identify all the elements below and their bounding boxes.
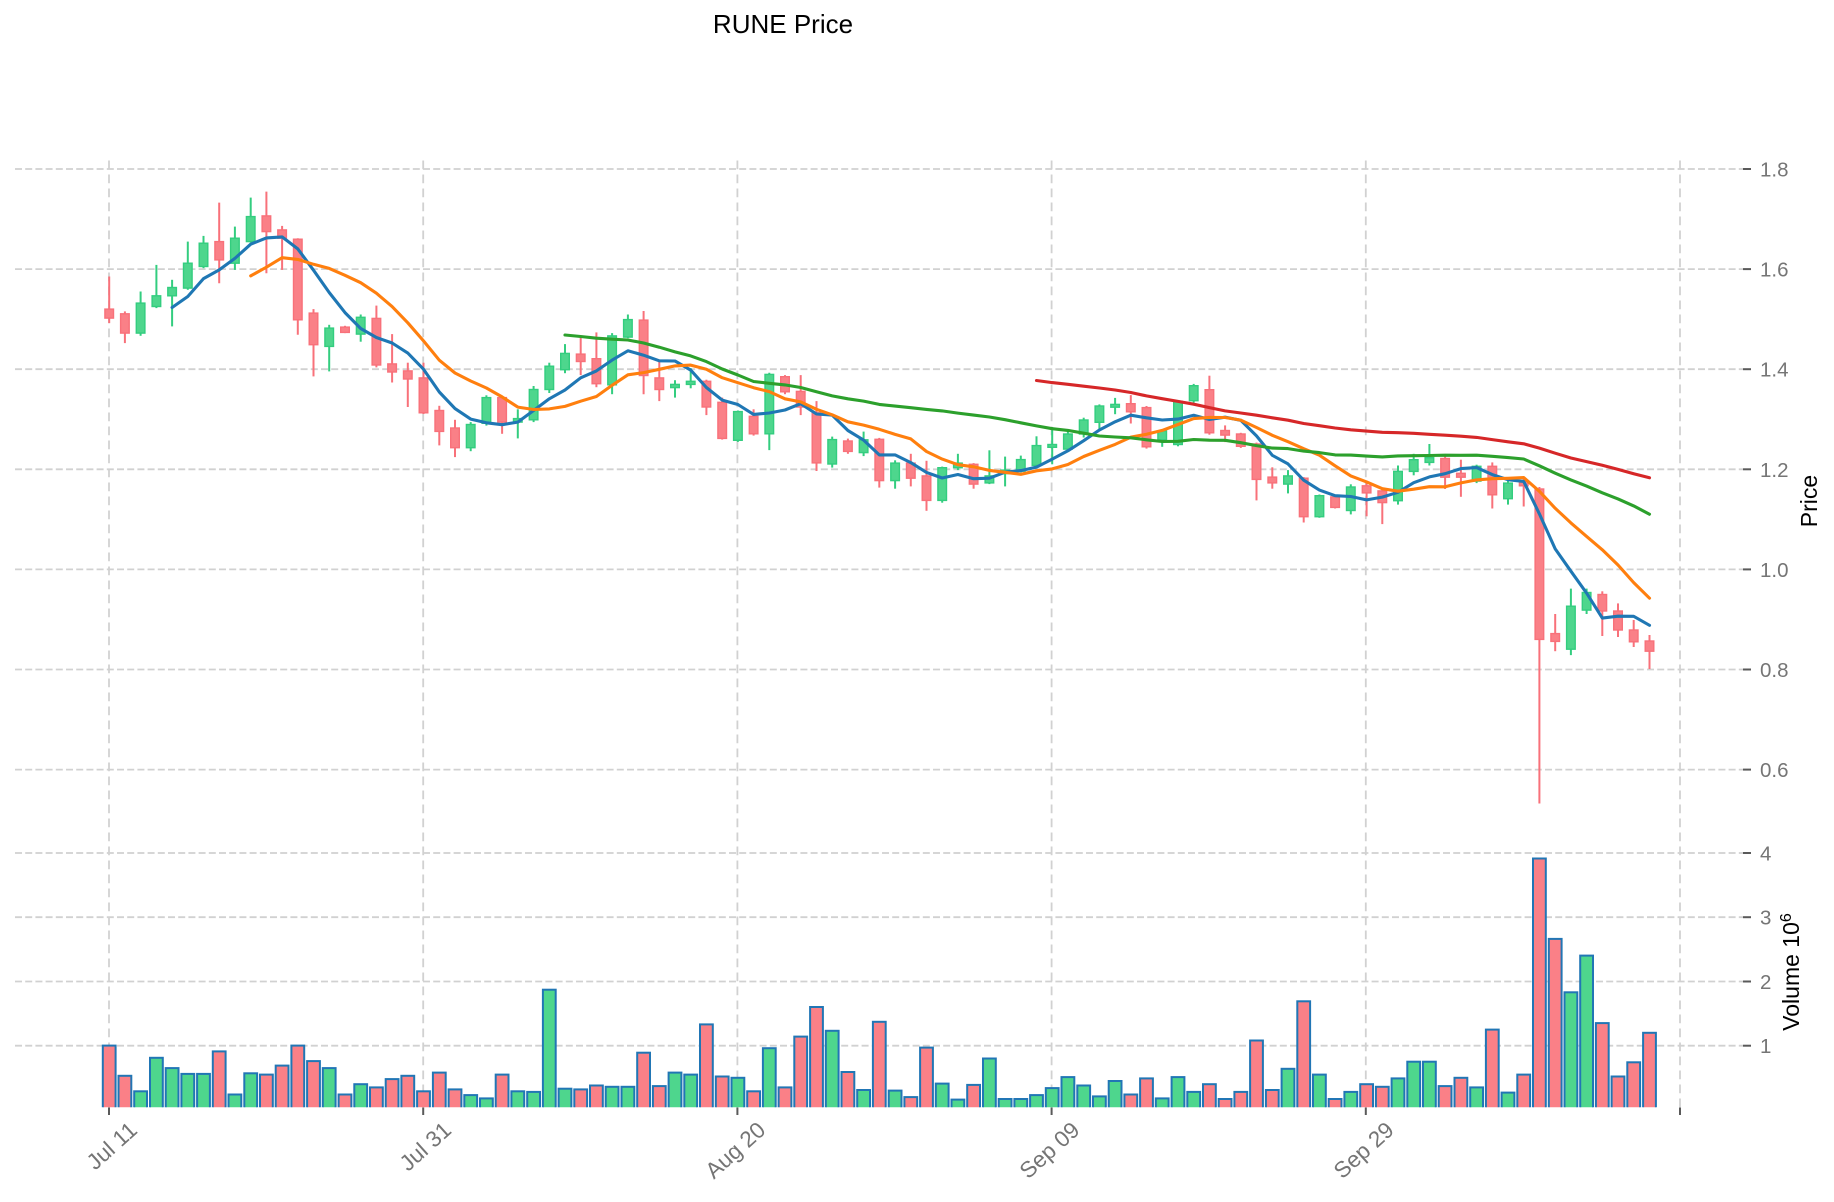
- svg-text:1.6: 1.6: [1760, 259, 1789, 282]
- svg-text:2: 2: [1760, 971, 1771, 994]
- svg-text:Price: Price: [1796, 475, 1822, 527]
- svg-text:0.8: 0.8: [1760, 659, 1789, 682]
- svg-text:RUNE Price: RUNE Price: [713, 9, 853, 39]
- svg-text:1: 1: [1760, 1035, 1771, 1058]
- svg-text:1.0: 1.0: [1760, 559, 1789, 582]
- svg-text:Volume 106: Volume 106: [1778, 913, 1804, 1031]
- svg-text:3: 3: [1760, 907, 1771, 930]
- svg-text:0.6: 0.6: [1760, 759, 1789, 782]
- svg-text:1.4: 1.4: [1760, 359, 1789, 382]
- svg-text:4: 4: [1760, 843, 1771, 866]
- svg-text:1.2: 1.2: [1760, 459, 1789, 482]
- svg-text:1.8: 1.8: [1760, 159, 1789, 182]
